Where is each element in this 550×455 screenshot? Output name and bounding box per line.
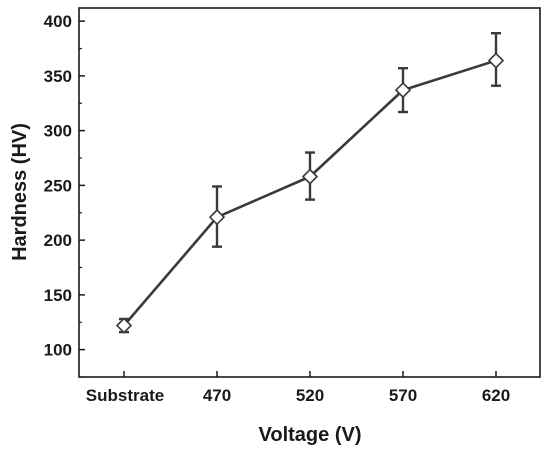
tick-layer: 100 150 200 250 300 350 400 Substrate 470 520 570 6…: [44, 12, 511, 405]
y-tick-label: 250: [44, 176, 72, 195]
y-tick-label: 200: [44, 231, 72, 250]
data-point-marker: [208, 209, 226, 226]
y-tick-label: 150: [44, 286, 72, 305]
y-tick-label: 300: [44, 122, 72, 141]
x-tick-label: Substrate: [86, 386, 164, 405]
x-tick-label: 520: [296, 386, 324, 405]
y-tick-label: 400: [44, 12, 72, 31]
data-point-marker: [394, 81, 412, 99]
x-tick-label: 620: [482, 386, 510, 405]
data-point-marker: [301, 168, 319, 185]
y-tick-label: 350: [44, 67, 72, 86]
y-axis-title: Hardness (HV): [9, 123, 31, 261]
x-tick-label: 570: [389, 386, 417, 405]
marker-layer: [115, 52, 505, 334]
x-tick-label: 470: [203, 386, 231, 405]
y-tick-label: 100: [44, 341, 72, 360]
data-point-marker: [115, 317, 133, 334]
x-axis-title: Voltage (V): [259, 424, 362, 446]
data-point-marker: [487, 52, 505, 69]
